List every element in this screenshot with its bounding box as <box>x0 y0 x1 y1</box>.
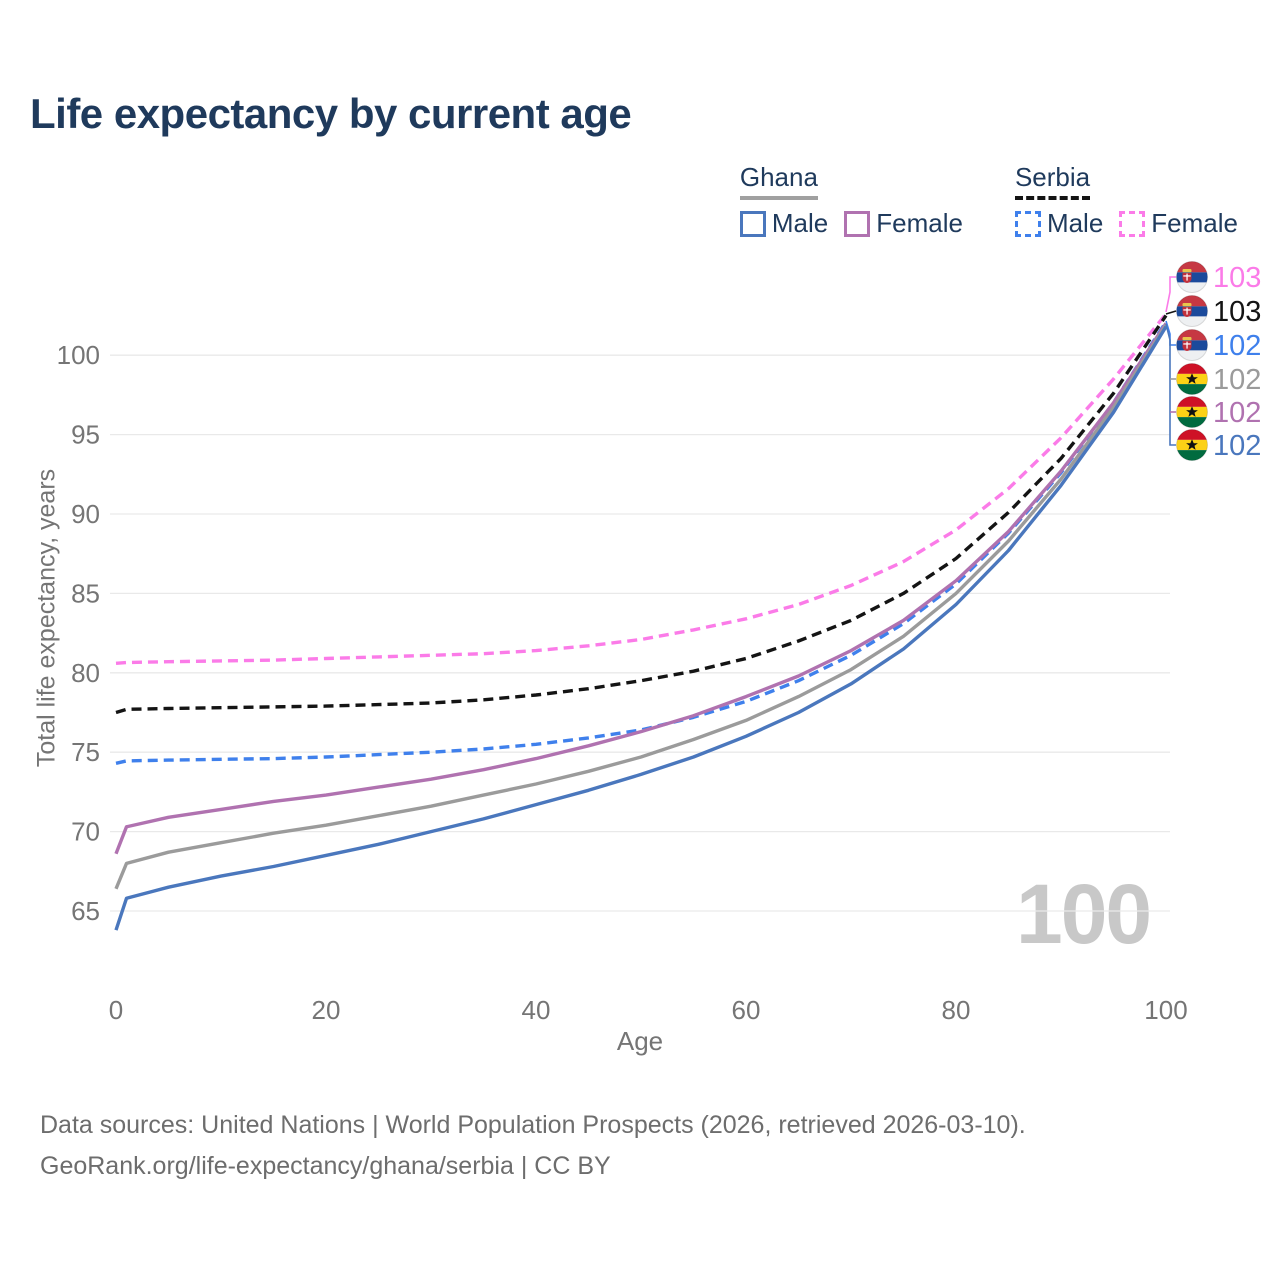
legend-group-serbia: Serbia Male Female <box>1014 162 1238 239</box>
attribution-line: GeoRank.org/life-expectancy/ghana/serbia… <box>40 1152 611 1180</box>
legend-item-serbia-male[interactable]: Male <box>1014 208 1104 239</box>
ghana-male-swatch-icon <box>739 210 766 237</box>
end-label-ghana-both-sexes: 102 <box>1213 364 1261 396</box>
end-label-serbia-male: 102 <box>1213 330 1261 362</box>
legend-item-serbia-female[interactable]: Female <box>1119 208 1238 239</box>
end-label-ghana-female: 102 <box>1213 397 1261 429</box>
x-tick-label: 60 <box>732 995 761 1025</box>
legend-row-serbia: Male Female <box>1014 208 1238 239</box>
y-tick-label: 70 <box>71 817 100 847</box>
x-tick-label: 40 <box>522 995 551 1025</box>
age-counter-watermark: 100 <box>1016 867 1152 961</box>
legend-label: Male <box>1046 208 1104 238</box>
y-tick-label: 85 <box>71 578 100 608</box>
ghana-female-swatch-icon <box>844 210 871 237</box>
y-tick-label: 90 <box>71 499 100 529</box>
legend-label: Female <box>876 208 963 238</box>
end-label-ghana-male: 102 <box>1213 430 1261 462</box>
y-tick-label: 75 <box>71 737 100 767</box>
legend-row-ghana: Male Female <box>739 208 963 239</box>
ghana-flag-icon <box>1176 429 1208 461</box>
y-tick-label: 65 <box>71 896 100 926</box>
legend-label: Female <box>1151 208 1238 238</box>
serbia-flag-icon <box>1176 261 1208 293</box>
x-tick-label: 100 <box>1144 995 1187 1025</box>
serbia-flag-icon <box>1176 295 1208 327</box>
serbia-male-swatch-icon <box>1014 210 1041 237</box>
x-axis-title: Age <box>616 1026 664 1056</box>
ghana-flag-icon <box>1176 363 1208 395</box>
legend-group-ghana: Ghana Male Female <box>739 162 963 239</box>
serbia-female-swatch-icon <box>1119 210 1146 237</box>
series-line-ghana-both-sexes <box>114 324 1168 890</box>
data-sources-line: Data sources: United Nations | World Pop… <box>40 1111 1026 1139</box>
legend-item-ghana-female[interactable]: Female <box>844 208 963 239</box>
y-axis-title: Total life expectancy, years <box>32 468 61 768</box>
x-tick-label: 20 <box>312 995 341 1025</box>
series-line-serbia-male <box>115 320 1168 765</box>
legend-item-ghana-male[interactable]: Male <box>739 208 829 239</box>
legend-country-serbia[interactable]: Serbia <box>1014 162 1091 200</box>
series-line-serbia-both-sexes <box>115 314 1168 715</box>
page-title: Life expectancy by current age <box>30 90 632 137</box>
y-tick-label: 95 <box>71 420 100 450</box>
series-line-ghana-female <box>114 322 1168 855</box>
footer: Data sources: United Nations | World Pop… <box>40 1105 1026 1187</box>
series-line-ghana-male <box>114 325 1168 931</box>
x-tick-label: 80 <box>942 995 971 1025</box>
leader-line-ghana-male <box>1165 323 1176 446</box>
end-label-serbia-female: 103 <box>1213 262 1261 294</box>
ghana-flag-icon <box>1176 396 1208 428</box>
y-tick-label: 100 <box>57 340 100 370</box>
serbia-flag-icon <box>1176 329 1208 361</box>
leader-line-serbia-female <box>1165 276 1176 313</box>
leader-line-serbia-both-sexes <box>1165 310 1177 315</box>
x-tick-label: 0 <box>109 995 123 1025</box>
y-tick-label: 80 <box>71 658 100 688</box>
legend-label: Male <box>771 208 829 238</box>
legend: Ghana Male Female Serbia Male <box>739 162 1238 239</box>
series-line-serbia-female <box>115 312 1168 665</box>
legend-country-ghana[interactable]: Ghana <box>739 162 818 200</box>
end-label-serbia-both-sexes: 103 <box>1213 296 1261 328</box>
